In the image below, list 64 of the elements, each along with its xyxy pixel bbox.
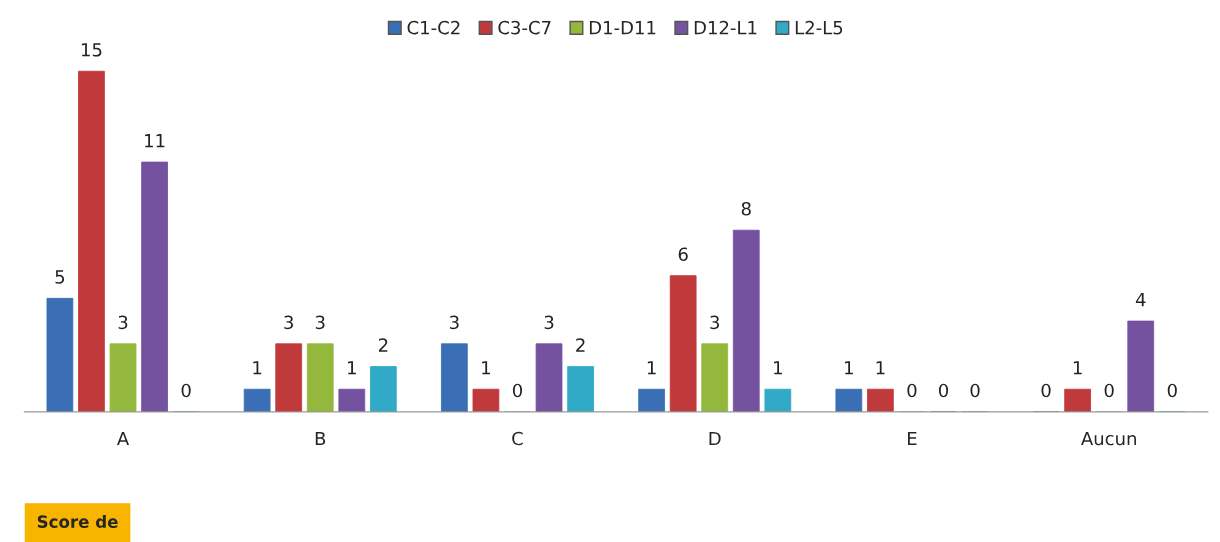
data-label: 0 (1104, 383, 1114, 398)
data-label: 15 (81, 43, 102, 57)
data-label: 0 (1041, 383, 1051, 398)
bar (275, 343, 303, 412)
bar (306, 343, 334, 412)
bar (370, 366, 397, 412)
data-label: 3 (118, 315, 128, 330)
data-label: 3 (544, 315, 554, 330)
data-label: 0 (907, 383, 917, 398)
bar (46, 297, 74, 412)
data-label: 1 (845, 361, 853, 375)
bar (567, 366, 594, 412)
bar (78, 70, 105, 412)
data-label: 2 (576, 338, 585, 352)
data-label: 1 (348, 361, 356, 375)
data-label: 1 (482, 361, 490, 375)
data-label: 1 (253, 361, 262, 375)
legend-label: D12-L1 (694, 20, 757, 35)
bar (732, 229, 760, 412)
data-label: 11 (145, 134, 165, 148)
legend-label: C1-C2 (407, 20, 460, 35)
bar (1127, 320, 1155, 412)
bar (1064, 388, 1091, 412)
data-label: 0 (1167, 383, 1177, 398)
data-label: 6 (678, 247, 688, 262)
bar (701, 343, 729, 412)
data-label: 3 (450, 315, 459, 330)
bar (109, 343, 137, 412)
bar (472, 388, 500, 412)
bar (669, 275, 697, 412)
data-label: 0 (181, 383, 191, 398)
text: Score de (37, 515, 118, 528)
bar (764, 388, 792, 412)
legend-label: L2-L5 (795, 20, 843, 35)
bar (535, 343, 563, 412)
data-label: 3 (710, 315, 720, 330)
bar (141, 161, 168, 412)
data-label: 0 (938, 383, 949, 398)
x-tick-label: Aucun (1081, 431, 1136, 446)
x-tick-label: B (315, 431, 326, 446)
x-tick-label: C (512, 431, 523, 446)
data-label: 1 (647, 361, 656, 375)
x-tick-label: D (709, 431, 721, 446)
bar (867, 388, 894, 412)
data-label: 3 (315, 315, 325, 330)
data-label: 4 (1135, 293, 1146, 307)
data-label: 2 (378, 338, 388, 352)
data-label: 0 (970, 383, 980, 398)
bar (638, 388, 665, 412)
data-label: 8 (741, 201, 751, 216)
bar (243, 388, 271, 412)
data-label: 0 (512, 383, 523, 398)
legend-label: C3-C7 (498, 20, 551, 35)
data-label: 1 (774, 361, 782, 375)
x-tick-label: E (908, 431, 917, 446)
data-label: 5 (55, 270, 65, 284)
data-label: 1 (876, 361, 885, 375)
data-label: 1 (1073, 361, 1082, 375)
legend-label: D1-D11 (589, 21, 656, 35)
data-label: 3 (284, 315, 293, 330)
bar (441, 343, 468, 412)
x-tick-label: A (116, 431, 130, 446)
bar (835, 388, 863, 412)
bar (338, 388, 366, 412)
